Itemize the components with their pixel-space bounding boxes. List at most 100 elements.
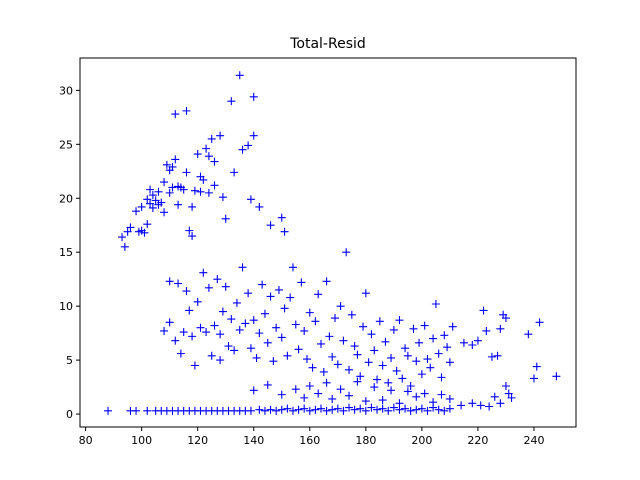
data-point	[336, 385, 345, 394]
data-point	[221, 282, 230, 291]
data-point	[280, 304, 289, 313]
data-point	[260, 406, 269, 415]
data-point	[448, 322, 457, 331]
data-point	[431, 300, 440, 308]
data-point	[148, 191, 157, 200]
data-point	[140, 228, 149, 237]
data-point	[473, 336, 482, 345]
data-point	[336, 302, 345, 311]
y-axis: 0 5 10 15 20 25 30	[59, 84, 80, 421]
data-point	[529, 374, 538, 383]
data-point	[409, 324, 418, 333]
data-point	[370, 383, 379, 392]
data-point	[207, 351, 216, 360]
data-point	[387, 353, 396, 362]
data-point	[426, 363, 435, 372]
data-point	[146, 185, 155, 194]
data-points	[104, 71, 561, 415]
data-point	[235, 71, 244, 80]
data-point	[501, 314, 510, 323]
y-tick-label: 5	[66, 354, 73, 367]
data-point	[190, 361, 199, 370]
data-point	[171, 110, 180, 119]
data-point	[319, 367, 328, 376]
data-point	[361, 289, 370, 298]
data-point	[283, 351, 292, 360]
data-point	[238, 263, 247, 272]
data-point	[160, 326, 169, 335]
data-point	[443, 343, 452, 352]
data-point	[174, 279, 183, 288]
data-point	[196, 323, 205, 332]
data-point	[314, 290, 323, 299]
data-point	[359, 322, 368, 331]
data-point	[277, 213, 286, 222]
data-point	[345, 365, 354, 374]
data-point	[524, 330, 533, 339]
data-point	[213, 275, 222, 284]
data-point	[311, 317, 320, 326]
y-tick-label: 0	[66, 408, 73, 421]
data-point	[345, 391, 354, 400]
data-point	[185, 306, 194, 315]
data-point	[300, 393, 309, 402]
data-point	[406, 382, 415, 390]
data-point	[249, 386, 258, 395]
data-point	[342, 248, 351, 257]
x-tick-label: 140	[243, 434, 264, 447]
data-point	[445, 358, 454, 367]
x-tick-label: 220	[467, 434, 488, 447]
data-point	[272, 323, 281, 332]
data-point	[168, 183, 177, 192]
data-point	[260, 309, 269, 318]
data-point	[316, 404, 325, 413]
data-point	[241, 319, 250, 328]
data-point	[364, 358, 373, 367]
data-point	[367, 330, 376, 339]
data-point	[218, 307, 227, 316]
data-point	[387, 386, 396, 395]
data-point	[412, 392, 421, 401]
data-point	[249, 131, 258, 140]
data-point	[434, 405, 443, 414]
data-point	[207, 134, 216, 143]
data-point	[468, 399, 477, 408]
data-point	[193, 297, 202, 306]
data-point	[504, 389, 513, 398]
data-point	[493, 351, 502, 360]
data-point	[403, 351, 412, 360]
data-point	[188, 202, 197, 211]
data-point	[204, 188, 213, 197]
data-point	[322, 406, 331, 415]
data-point	[120, 242, 129, 251]
data-point	[255, 405, 264, 414]
data-point	[395, 316, 404, 325]
data-point	[476, 401, 485, 410]
data-point	[269, 357, 278, 366]
data-point	[249, 316, 258, 325]
data-point	[302, 355, 311, 364]
data-point	[146, 199, 155, 208]
data-point	[188, 332, 197, 341]
x-tick-label: 200	[411, 434, 432, 447]
data-point	[246, 195, 255, 204]
data-point	[403, 387, 412, 396]
y-tick-label: 15	[59, 246, 73, 259]
data-point	[367, 403, 376, 412]
x-tick-label: 240	[523, 434, 544, 447]
data-point	[165, 277, 174, 286]
data-point	[482, 326, 491, 335]
data-point	[258, 280, 267, 289]
data-point	[437, 373, 446, 382]
data-point	[415, 338, 424, 347]
data-point	[291, 385, 300, 394]
data-point	[288, 263, 297, 272]
data-point	[277, 405, 286, 414]
data-point	[331, 314, 340, 323]
data-point	[445, 394, 454, 403]
data-point	[429, 398, 438, 407]
data-point	[294, 405, 303, 414]
data-point	[210, 181, 219, 190]
data-point	[196, 187, 205, 196]
